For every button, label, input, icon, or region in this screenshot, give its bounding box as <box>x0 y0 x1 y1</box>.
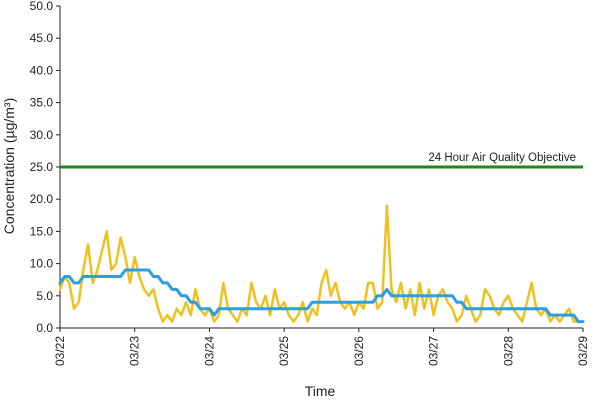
x-tick-label: 03/26 <box>352 336 366 366</box>
y-tick-label: 0.0 <box>36 321 53 335</box>
objective-label: 24 Hour Air Quality Objective <box>428 152 576 164</box>
x-tick-label: 03/23 <box>128 336 142 366</box>
plot-area: 0.0 5.0 10.0 15.0 20.0 25.0 30.0 35.0 40.0 45.0 50… <box>30 0 590 366</box>
x-tick-label: 03/29 <box>576 336 590 366</box>
y-tick-label: 10.0 <box>30 257 54 271</box>
series-line-average <box>58 268 585 324</box>
y-tick-label: 20.0 <box>30 192 54 206</box>
x-tick-label: 03/22 <box>53 336 67 366</box>
y-tick-label: 30.0 <box>30 128 54 142</box>
y-tick-label: 15.0 <box>30 224 54 238</box>
y-tick-label: 45.0 <box>30 31 54 45</box>
x-tick-label: 03/24 <box>202 336 216 366</box>
x-axis-title: Time <box>305 383 336 399</box>
x-tick-label: 03/25 <box>277 336 291 366</box>
y-tick-label: 5.0 <box>36 289 53 303</box>
series-line-hourly <box>58 204 585 323</box>
y-tick-label: 40.0 <box>30 63 54 77</box>
x-tick-label: 03/28 <box>501 336 515 366</box>
y-tick-label: 35.0 <box>30 96 54 110</box>
x-tick-label: 03/27 <box>427 336 441 366</box>
y-axis-title: Concentration (µg/m³) <box>1 98 17 234</box>
y-tick-label: 25.0 <box>30 160 54 174</box>
y-tick-label: 50.0 <box>30 0 54 13</box>
